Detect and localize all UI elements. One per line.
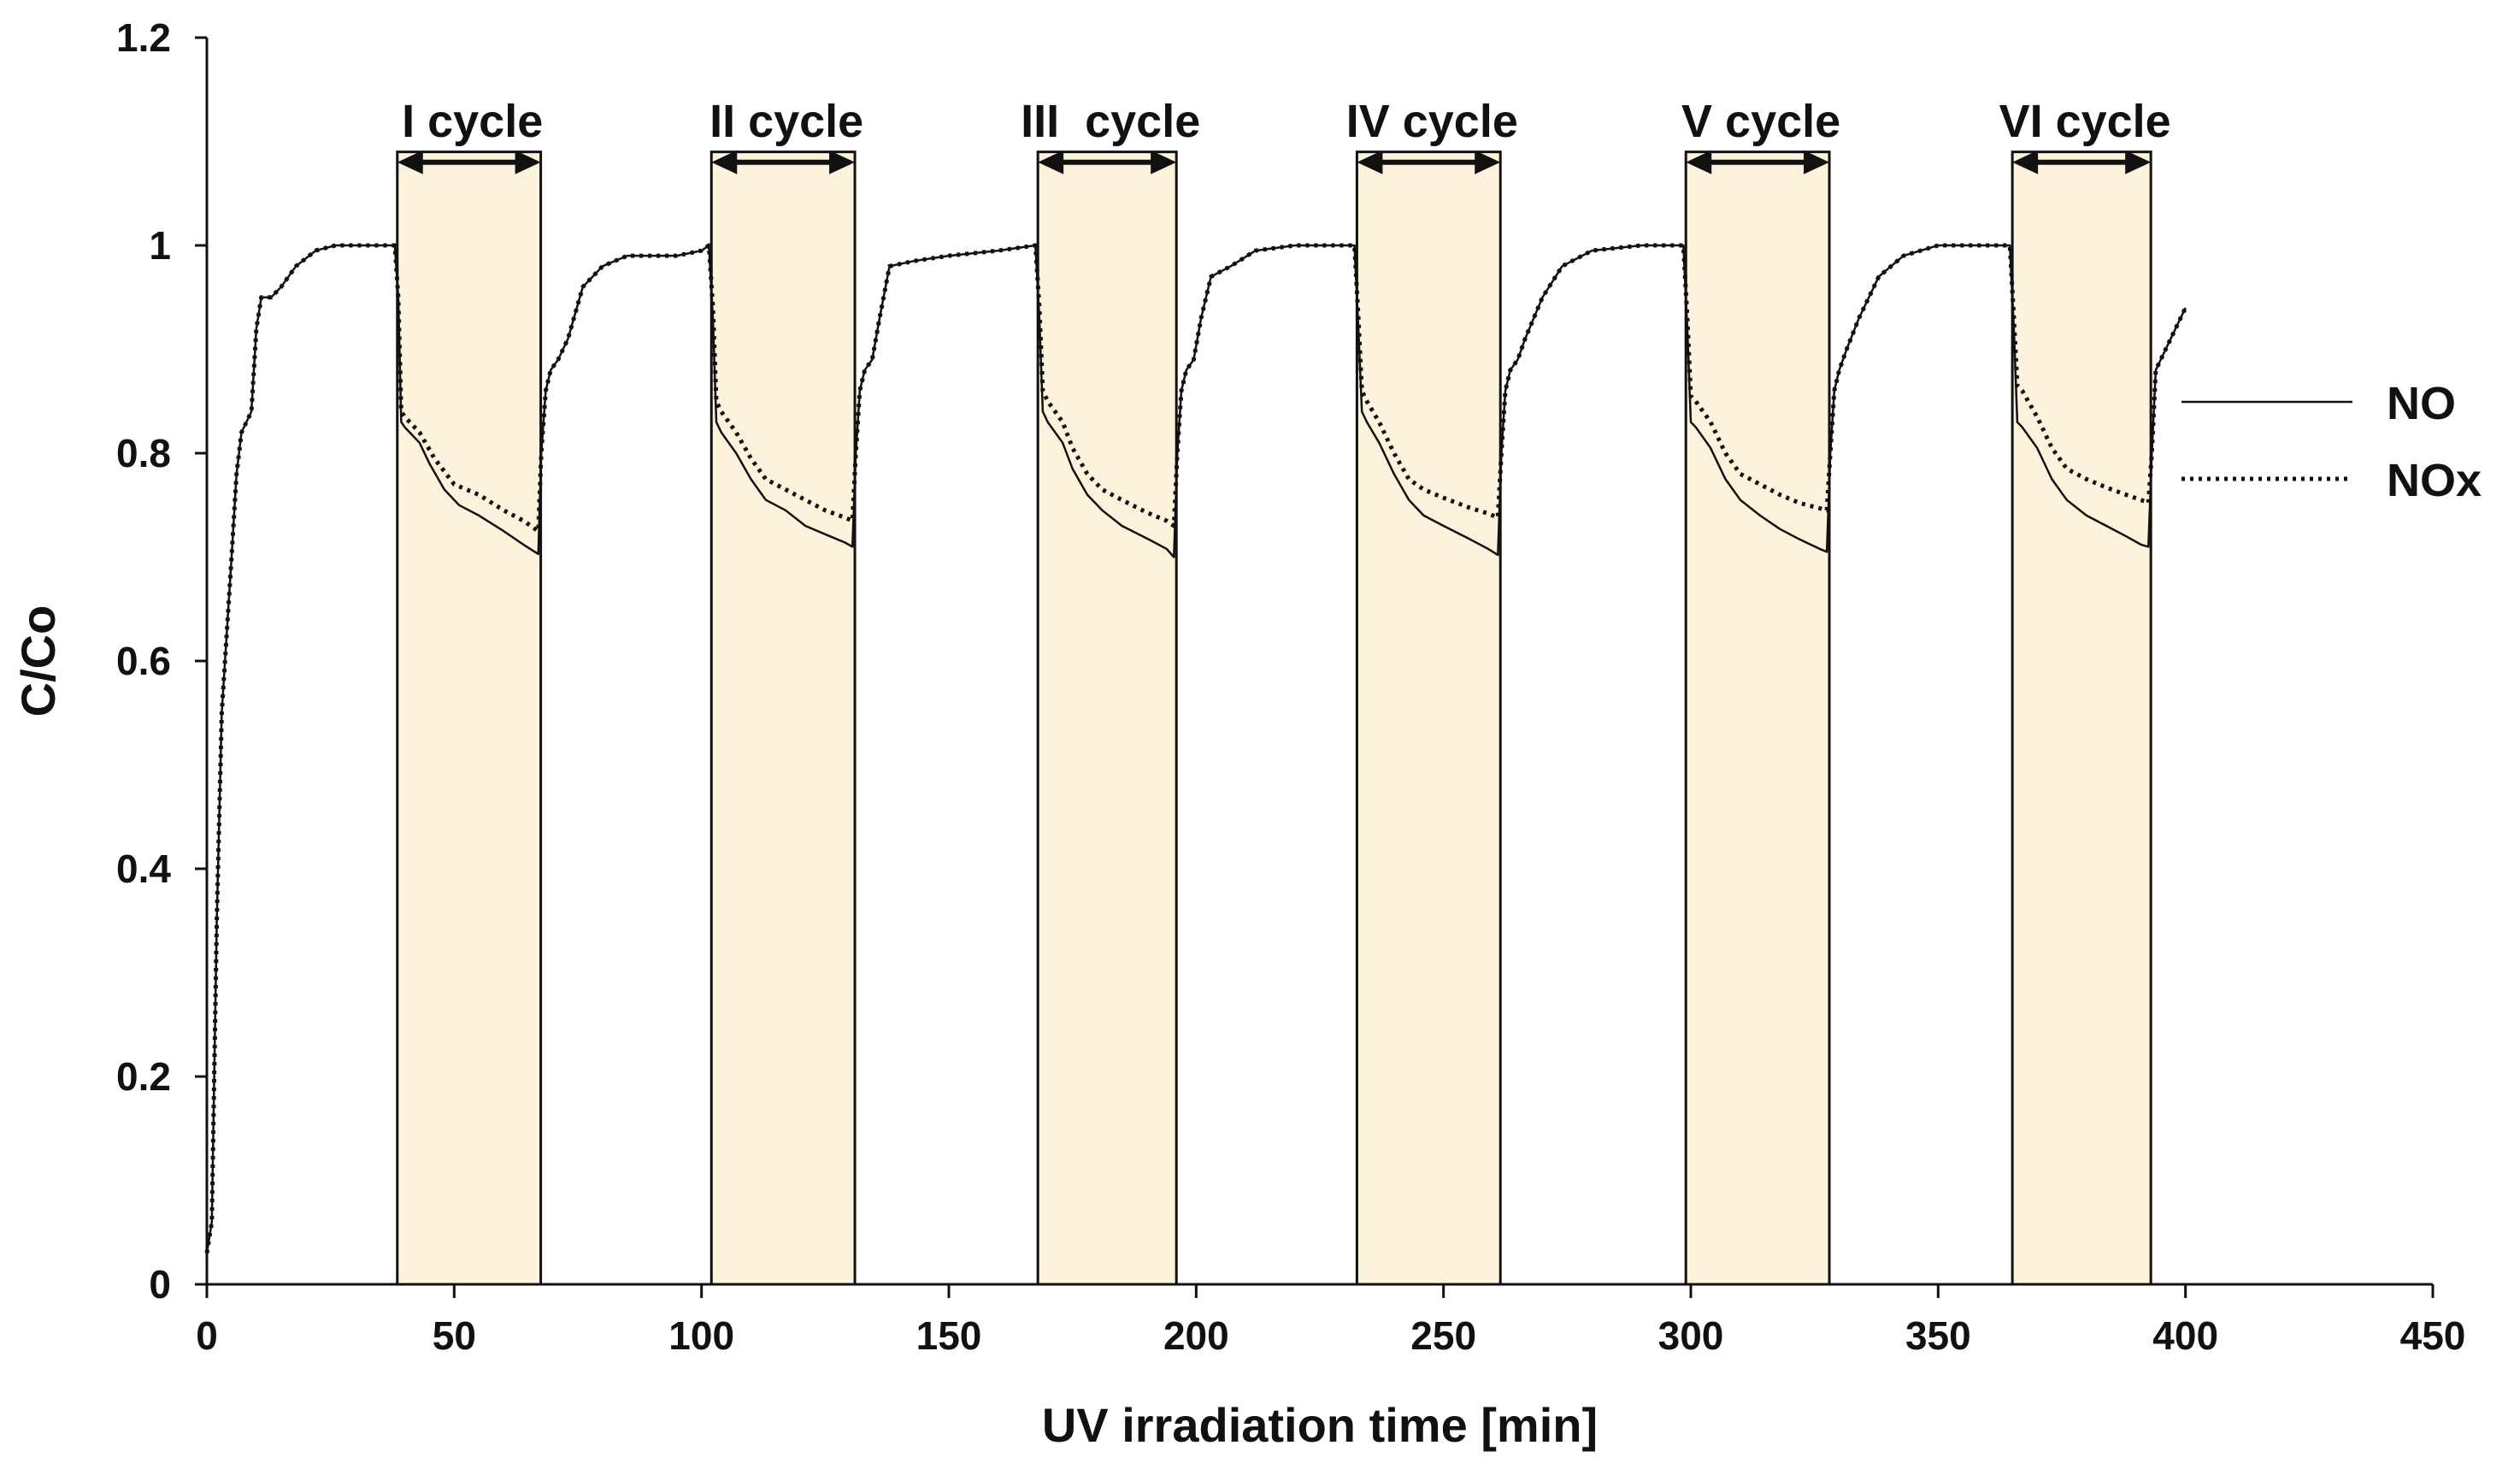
x-tick-label: 0 xyxy=(196,1313,218,1358)
x-tick-label: 400 xyxy=(2152,1313,2218,1358)
y-tick-label: 0.2 xyxy=(116,1054,171,1099)
cycle-arrow-head-left xyxy=(397,150,423,174)
y-axis-title: C/Co xyxy=(11,605,65,717)
legend: NO NOx xyxy=(2181,378,2482,506)
series-line-nox xyxy=(204,243,2187,1254)
x-tick-label: 50 xyxy=(433,1313,476,1358)
x-tick-label: 450 xyxy=(2400,1313,2466,1358)
cycle-arrow-head-right xyxy=(1151,150,1177,174)
x-tick-label: 200 xyxy=(1163,1313,1229,1358)
cycle-label: II cycle xyxy=(709,96,863,147)
x-tick-label: 250 xyxy=(1410,1313,1476,1358)
cycle-arrow-head-right xyxy=(515,150,541,174)
cycle-arrow-head-left xyxy=(2012,150,2039,174)
y-tick-label: 1.2 xyxy=(116,15,171,60)
cycle-box-1 xyxy=(396,150,543,1286)
x-tick-label: 150 xyxy=(916,1313,982,1358)
cycle-box-2 xyxy=(709,150,857,1286)
cycle-highlights xyxy=(396,150,2152,1286)
series-line-no xyxy=(205,244,2187,1254)
cycle-label: V cycle xyxy=(1681,96,1840,147)
y-tick-label: 0.4 xyxy=(116,847,171,891)
series-lines xyxy=(204,243,2187,1254)
cycle-arrow-head-right xyxy=(1475,150,1501,174)
x-axis-title: UV irradiation time [min] xyxy=(1042,1398,1598,1452)
cycle-box-3 xyxy=(1036,150,1178,1286)
cycle-arrow-head-right xyxy=(829,150,856,174)
cycle-box-4 xyxy=(1355,150,1502,1286)
x-tick-label: 300 xyxy=(1658,1313,1724,1358)
y-ticks: 0 0.2 0.4 0.6 0.8 1 1.2 xyxy=(116,15,207,1307)
y-tick-label: 0.6 xyxy=(116,639,171,683)
legend-label-nox: NOx xyxy=(2387,455,2482,506)
axes: 0 0.2 0.4 0.6 0.8 1 1.2 0 50 100 150 200 250 300 350 4… xyxy=(116,15,2465,1358)
cycle-box-5 xyxy=(1684,150,1831,1286)
cycle-arrow-head-right xyxy=(1804,150,1830,174)
x-tick-label: 100 xyxy=(668,1313,734,1358)
cycle-arrow-head-left xyxy=(1038,150,1064,174)
cycle-arrow-head-left xyxy=(711,150,738,174)
cycle-annotations: I cycle II cycle III cycle IV cycle V cycle V… xyxy=(397,96,2171,174)
x-ticks: 0 50 100 150 200 250 300 350 400 450 xyxy=(196,1284,2465,1358)
y-tick-label: 0.8 xyxy=(116,431,171,475)
cycle-box-6 xyxy=(2011,150,2152,1286)
cycle-label: III cycle xyxy=(1021,96,1200,147)
y-tick-label: 0 xyxy=(149,1262,171,1307)
x-tick-label: 350 xyxy=(1905,1313,1971,1358)
cycle-arrow-head-left xyxy=(1686,150,1712,174)
cycle-arrow-head-left xyxy=(1357,150,1383,174)
cycle-label: I cycle xyxy=(402,96,543,147)
legend-label-no: NO xyxy=(2387,378,2456,429)
cycle-label: IV cycle xyxy=(1346,96,1518,147)
cycle-arrow-head-right xyxy=(2125,150,2152,174)
cycle-label: VI cycle xyxy=(1999,96,2171,147)
y-tick-label: 1 xyxy=(149,223,171,268)
